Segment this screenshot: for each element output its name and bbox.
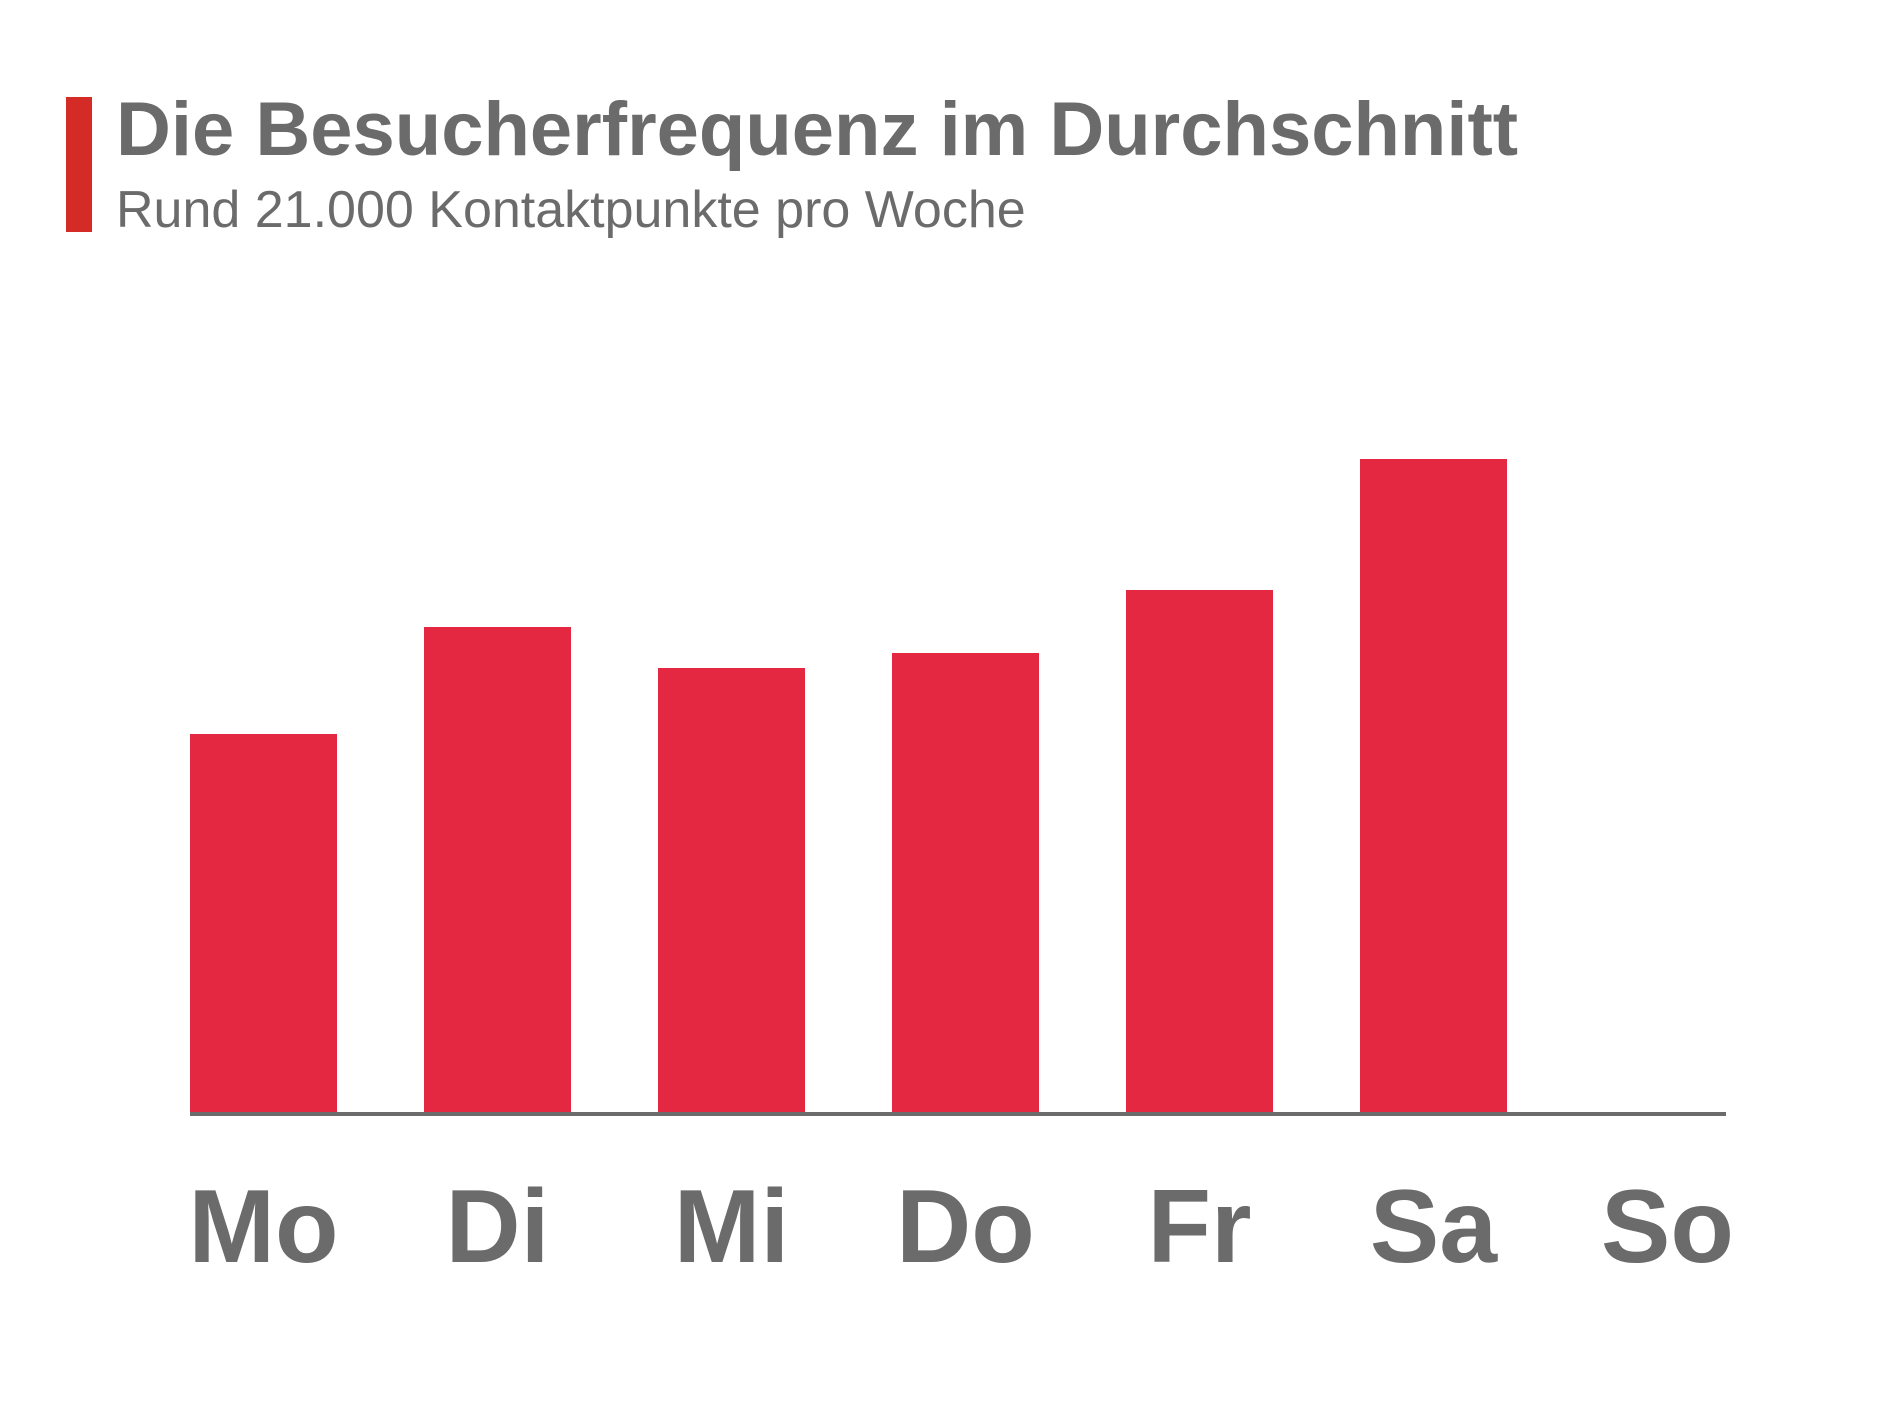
bar-sa bbox=[1360, 459, 1507, 1112]
bar-fr bbox=[1126, 590, 1273, 1112]
chart-subtitle: Rund 21.000 Kontaktpunkte pro Woche bbox=[116, 181, 1026, 239]
x-tick-label-mo: Mo bbox=[188, 1169, 338, 1285]
x-tick-label-do: Do bbox=[896, 1169, 1035, 1285]
bar-do bbox=[892, 653, 1039, 1112]
x-tick-label-di: Di bbox=[446, 1169, 550, 1285]
title-accent-bar bbox=[66, 97, 92, 232]
x-tick-label-fr: Fr bbox=[1148, 1169, 1252, 1285]
bar-di bbox=[424, 627, 571, 1112]
x-tick-label-so: So bbox=[1601, 1169, 1734, 1285]
x-tick-label-sa: Sa bbox=[1370, 1169, 1498, 1285]
chart-title: Die Besucherfrequenz im Durchschnitt bbox=[116, 87, 1519, 172]
bar-mo bbox=[190, 734, 337, 1112]
bars-group bbox=[190, 459, 1507, 1112]
category-labels-group: Mo Di Mi Do Fr Sa So bbox=[188, 1169, 1734, 1285]
bar-mi bbox=[658, 668, 805, 1112]
x-tick-label-mi: Mi bbox=[674, 1169, 790, 1285]
